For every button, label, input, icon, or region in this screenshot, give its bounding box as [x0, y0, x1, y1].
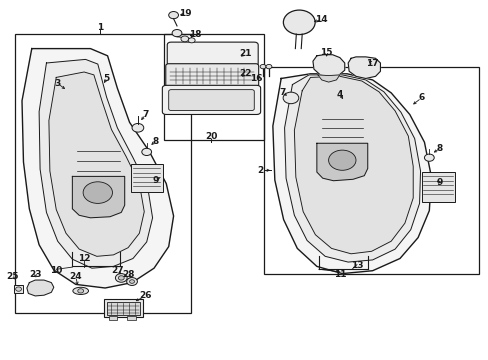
Text: 12: 12	[78, 254, 90, 263]
Bar	[108, 316, 117, 320]
FancyBboxPatch shape	[162, 85, 260, 114]
Text: 18: 18	[189, 30, 202, 39]
Text: 20: 20	[204, 132, 217, 140]
Text: 17: 17	[366, 58, 378, 68]
Circle shape	[188, 38, 195, 43]
Text: 8: 8	[152, 136, 158, 145]
Text: 13: 13	[350, 261, 363, 270]
Bar	[421, 172, 454, 202]
Bar	[14, 285, 23, 293]
Bar	[163, 34, 264, 140]
Circle shape	[142, 148, 151, 156]
Text: 14: 14	[315, 15, 327, 24]
Polygon shape	[316, 143, 367, 181]
Bar	[127, 316, 136, 320]
Text: 4: 4	[336, 90, 343, 99]
Text: 7: 7	[279, 88, 285, 97]
Circle shape	[172, 30, 182, 37]
FancyBboxPatch shape	[165, 64, 258, 87]
Circle shape	[115, 274, 127, 282]
Polygon shape	[312, 55, 344, 77]
Text: 23: 23	[29, 270, 41, 279]
Circle shape	[16, 287, 21, 291]
Polygon shape	[347, 57, 380, 78]
Polygon shape	[27, 280, 54, 296]
Polygon shape	[49, 72, 144, 256]
Text: 5: 5	[103, 74, 109, 83]
Circle shape	[260, 64, 265, 69]
Polygon shape	[272, 74, 430, 274]
Circle shape	[132, 123, 143, 132]
Text: 9: 9	[152, 176, 159, 185]
Text: 8: 8	[436, 144, 442, 153]
Text: 9: 9	[436, 178, 443, 187]
Circle shape	[181, 36, 188, 42]
Circle shape	[83, 182, 112, 203]
Circle shape	[283, 92, 298, 104]
Text: 7: 7	[142, 110, 149, 119]
FancyBboxPatch shape	[167, 42, 258, 66]
Polygon shape	[22, 49, 173, 288]
Text: 6: 6	[418, 94, 424, 102]
Bar	[264, 67, 478, 274]
Text: 25: 25	[6, 272, 19, 281]
Text: 21: 21	[239, 49, 251, 58]
Circle shape	[424, 154, 433, 161]
Circle shape	[78, 289, 83, 293]
Bar	[131, 164, 163, 192]
Text: 22: 22	[239, 69, 251, 78]
Bar	[15, 34, 190, 313]
Text: 15: 15	[320, 48, 332, 57]
Text: 28: 28	[122, 270, 134, 279]
Polygon shape	[317, 75, 339, 82]
Ellipse shape	[73, 287, 88, 294]
Circle shape	[118, 276, 124, 280]
FancyBboxPatch shape	[168, 90, 254, 111]
Text: 24: 24	[69, 272, 82, 281]
Text: 10: 10	[50, 266, 62, 275]
Circle shape	[126, 278, 137, 285]
Polygon shape	[39, 59, 152, 268]
Text: 3: 3	[55, 79, 61, 88]
Circle shape	[328, 150, 355, 170]
Text: 1: 1	[97, 22, 103, 31]
Polygon shape	[72, 176, 124, 218]
Bar	[103, 299, 142, 317]
Ellipse shape	[283, 10, 314, 35]
Circle shape	[168, 12, 178, 19]
Circle shape	[265, 64, 271, 69]
Bar	[106, 302, 140, 315]
Text: 26: 26	[139, 292, 152, 300]
Polygon shape	[294, 76, 412, 254]
Text: 2: 2	[257, 166, 263, 175]
Text: 11: 11	[333, 270, 346, 279]
Circle shape	[129, 280, 134, 283]
Text: 19: 19	[179, 9, 192, 18]
Polygon shape	[284, 75, 420, 262]
Text: 16: 16	[250, 74, 263, 83]
Text: 27: 27	[111, 266, 123, 275]
